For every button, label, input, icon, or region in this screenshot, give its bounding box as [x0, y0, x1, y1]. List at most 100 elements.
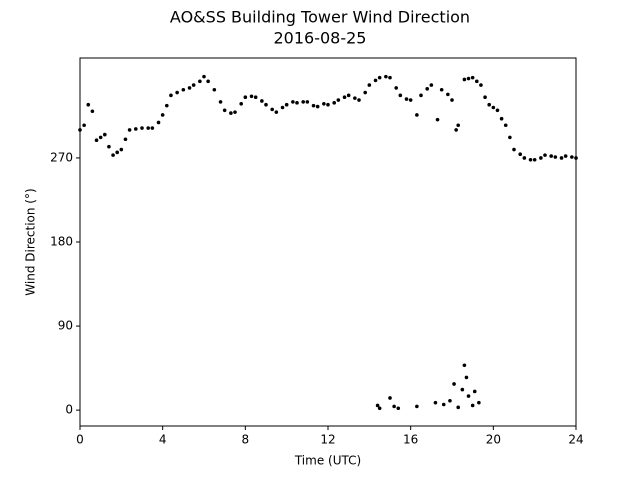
point	[396, 406, 401, 411]
point	[86, 102, 91, 107]
plot-frame	[79, 57, 577, 427]
point	[495, 108, 500, 113]
point	[539, 156, 543, 160]
point	[346, 93, 351, 98]
point	[559, 156, 564, 160]
point	[260, 99, 264, 103]
point	[394, 86, 399, 90]
y-tick-label: 90	[58, 319, 73, 333]
point	[549, 154, 553, 158]
y-tick-label: 270	[50, 150, 73, 164]
point	[165, 103, 169, 108]
point	[377, 406, 382, 411]
point	[441, 402, 446, 407]
point	[134, 127, 138, 131]
x-tick-label: 16	[403, 433, 418, 447]
point	[512, 147, 516, 152]
point	[503, 123, 508, 128]
point	[103, 132, 107, 137]
point	[295, 101, 299, 105]
y-axis-label: Wind Direction (°)	[24, 188, 38, 295]
point	[553, 155, 558, 159]
point	[404, 97, 409, 101]
point	[353, 96, 357, 100]
point	[175, 90, 179, 95]
point	[198, 79, 202, 84]
point	[570, 155, 574, 159]
point	[574, 156, 578, 160]
point	[528, 158, 533, 162]
chart-title: AO&SS Building Tower Wind Direction	[170, 8, 470, 27]
point	[119, 147, 124, 152]
point	[123, 137, 128, 142]
point	[462, 363, 467, 368]
y-tick-label: 180	[50, 235, 73, 249]
point	[448, 398, 452, 403]
point	[111, 153, 115, 157]
point	[518, 152, 522, 157]
point	[435, 117, 440, 122]
point	[284, 102, 289, 107]
point	[415, 113, 419, 117]
point	[373, 78, 378, 83]
point	[452, 382, 456, 386]
point	[398, 93, 403, 98]
point	[107, 144, 111, 149]
point	[222, 108, 227, 113]
point	[243, 95, 248, 100]
point	[322, 101, 326, 106]
point	[388, 75, 392, 80]
point	[239, 101, 243, 106]
point	[305, 100, 310, 104]
y-tick-label: 0	[65, 403, 73, 417]
point	[543, 153, 547, 157]
point	[408, 98, 413, 102]
point	[384, 74, 388, 79]
point	[450, 98, 454, 102]
point	[98, 135, 103, 140]
point	[218, 100, 223, 104]
point	[90, 109, 95, 114]
point	[115, 150, 119, 155]
point	[377, 75, 382, 80]
point	[415, 404, 419, 409]
point	[336, 98, 341, 102]
point	[332, 101, 337, 105]
point	[202, 74, 206, 79]
point	[253, 95, 258, 100]
point	[301, 100, 306, 104]
point	[472, 389, 477, 394]
x-tick-label: 0	[76, 433, 84, 447]
point	[462, 77, 467, 82]
point	[270, 107, 275, 112]
point	[342, 95, 347, 100]
point	[357, 98, 361, 102]
point	[326, 102, 330, 107]
point	[429, 83, 434, 87]
point	[456, 405, 461, 410]
point	[388, 396, 392, 400]
point	[82, 123, 86, 128]
point	[127, 128, 132, 132]
x-tick-label: 20	[486, 433, 501, 447]
point	[233, 110, 237, 114]
x-tick-label: 24	[568, 433, 583, 447]
point	[181, 87, 186, 92]
point	[229, 111, 233, 115]
point	[264, 102, 268, 107]
x-tick-label: 4	[159, 433, 167, 447]
point	[460, 387, 465, 392]
point	[249, 94, 254, 99]
point	[156, 120, 161, 125]
point	[563, 154, 568, 158]
point	[291, 100, 295, 104]
point	[433, 400, 438, 405]
x-tick-label: 12	[320, 433, 335, 447]
point	[160, 113, 165, 117]
point	[456, 123, 461, 128]
point	[94, 138, 99, 142]
point	[212, 87, 217, 92]
point	[146, 126, 150, 130]
point	[191, 83, 196, 87]
point	[392, 404, 396, 409]
